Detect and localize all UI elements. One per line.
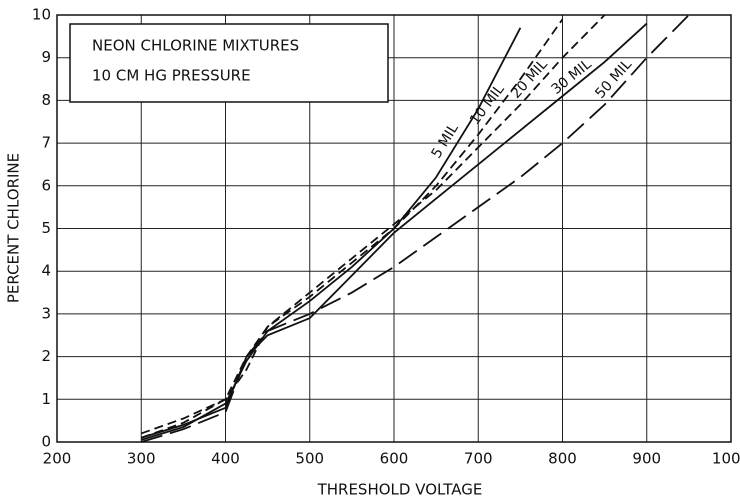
y-tick-label: 4 bbox=[41, 262, 51, 280]
x-tick-label: 200 bbox=[43, 450, 72, 468]
plot-frame bbox=[56, 14, 732, 443]
y-tick-label: 5 bbox=[41, 219, 51, 237]
y-tick-label: 1 bbox=[41, 390, 51, 408]
y-tick-label: 8 bbox=[41, 91, 51, 109]
x-tick-label: 300 bbox=[127, 450, 156, 468]
y-axis-label: PERCENT CHLORINE bbox=[5, 153, 23, 303]
y-tick-label: 7 bbox=[41, 134, 51, 152]
y-tick-label: 9 bbox=[41, 48, 51, 66]
series-line bbox=[140, 22, 648, 439]
x-tick-label: 900 bbox=[632, 450, 661, 468]
y-tick-label: 2 bbox=[41, 347, 51, 365]
y-tick-label: 6 bbox=[41, 176, 51, 194]
chart-title: NEON CHLORINE MIXTURES bbox=[92, 37, 299, 55]
series-line bbox=[140, 18, 564, 439]
y-tick-label: 0 bbox=[41, 433, 51, 451]
y-tick-label: 3 bbox=[41, 304, 51, 322]
y-tick-label: 10 bbox=[32, 6, 51, 24]
series-label: 30 MIL bbox=[549, 56, 595, 98]
series-line bbox=[140, 14, 690, 443]
x-tick-label: 600 bbox=[380, 450, 409, 468]
series-line bbox=[140, 14, 606, 435]
series-label: 5 MIL bbox=[429, 121, 462, 161]
x-axis-label: THRESHOLD VOLTAGE bbox=[317, 481, 483, 499]
series-line bbox=[140, 27, 522, 441]
x-tick-label: 400 bbox=[211, 450, 240, 468]
x-tick-label: 700 bbox=[464, 450, 493, 468]
chart-subtitle: 10 CM HG PRESSURE bbox=[92, 67, 251, 85]
x-tick-label: 500 bbox=[295, 450, 324, 468]
x-tick-label: 800 bbox=[548, 450, 577, 468]
title-box bbox=[69, 23, 389, 103]
